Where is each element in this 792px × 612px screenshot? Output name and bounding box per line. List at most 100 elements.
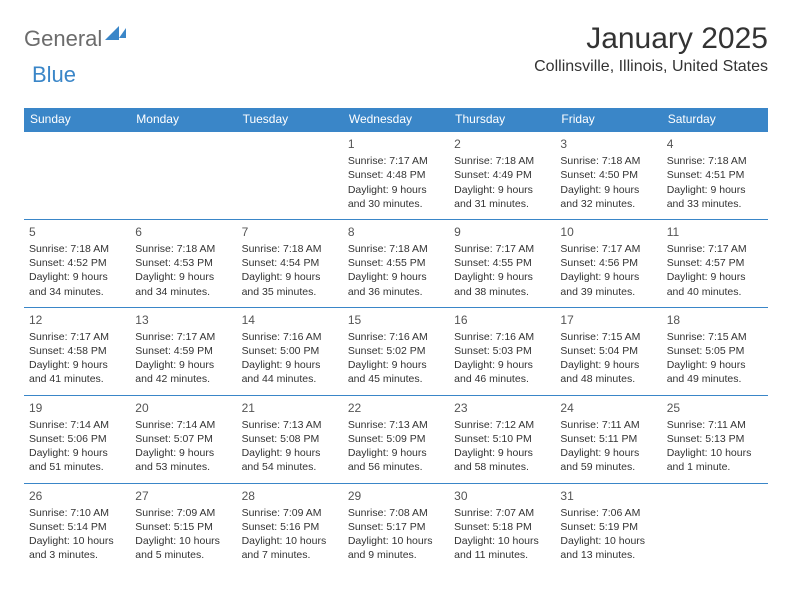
weekday-label: Wednesday bbox=[343, 108, 449, 131]
daylight-text: Daylight: 9 hours and 45 minutes. bbox=[348, 358, 444, 386]
sunset-text: Sunset: 5:09 PM bbox=[348, 432, 444, 446]
sunset-text: Sunset: 5:00 PM bbox=[242, 344, 338, 358]
day-number: 7 bbox=[242, 224, 338, 240]
sunrise-text: Sunrise: 7:13 AM bbox=[242, 418, 338, 432]
sunset-text: Sunset: 5:06 PM bbox=[29, 432, 125, 446]
day-cell: 29Sunrise: 7:08 AMSunset: 5:17 PMDayligh… bbox=[343, 483, 449, 571]
sunset-text: Sunset: 4:59 PM bbox=[135, 344, 231, 358]
day-number: 19 bbox=[29, 400, 125, 416]
sunrise-text: Sunrise: 7:15 AM bbox=[560, 330, 656, 344]
day-number: 5 bbox=[29, 224, 125, 240]
day-number: 21 bbox=[242, 400, 338, 416]
sunrise-text: Sunrise: 7:12 AM bbox=[454, 418, 550, 432]
day-cell: 2Sunrise: 7:18 AMSunset: 4:49 PMDaylight… bbox=[449, 131, 555, 219]
day-number: 11 bbox=[667, 224, 763, 240]
sunrise-text: Sunrise: 7:14 AM bbox=[29, 418, 125, 432]
sunrise-text: Sunrise: 7:17 AM bbox=[454, 242, 550, 256]
day-cell: 31Sunrise: 7:06 AMSunset: 5:19 PMDayligh… bbox=[555, 483, 661, 571]
day-number: 8 bbox=[348, 224, 444, 240]
day-cell: 6Sunrise: 7:18 AMSunset: 4:53 PMDaylight… bbox=[130, 219, 236, 307]
day-number: 20 bbox=[135, 400, 231, 416]
sunset-text: Sunset: 4:52 PM bbox=[29, 256, 125, 270]
day-cell: 13Sunrise: 7:17 AMSunset: 4:59 PMDayligh… bbox=[130, 307, 236, 395]
logo-triangle-small-icon bbox=[119, 28, 126, 38]
daylight-text: Daylight: 9 hours and 33 minutes. bbox=[667, 183, 763, 211]
daylight-text: Daylight: 10 hours and 11 minutes. bbox=[454, 534, 550, 562]
day-number: 28 bbox=[242, 488, 338, 504]
sunrise-text: Sunrise: 7:17 AM bbox=[135, 330, 231, 344]
sunrise-text: Sunrise: 7:13 AM bbox=[348, 418, 444, 432]
sunset-text: Sunset: 4:48 PM bbox=[348, 168, 444, 182]
sunset-text: Sunset: 5:18 PM bbox=[454, 520, 550, 534]
sunrise-text: Sunrise: 7:08 AM bbox=[348, 506, 444, 520]
day-cell: 25Sunrise: 7:11 AMSunset: 5:13 PMDayligh… bbox=[662, 395, 768, 483]
day-cell: 12Sunrise: 7:17 AMSunset: 4:58 PMDayligh… bbox=[24, 307, 130, 395]
sunrise-text: Sunrise: 7:17 AM bbox=[29, 330, 125, 344]
logo-text-blue: Blue bbox=[32, 62, 76, 87]
daylight-text: Daylight: 9 hours and 42 minutes. bbox=[135, 358, 231, 386]
day-number: 18 bbox=[667, 312, 763, 328]
day-cell: 20Sunrise: 7:14 AMSunset: 5:07 PMDayligh… bbox=[130, 395, 236, 483]
day-cell: 23Sunrise: 7:12 AMSunset: 5:10 PMDayligh… bbox=[449, 395, 555, 483]
day-cell: 1Sunrise: 7:17 AMSunset: 4:48 PMDaylight… bbox=[343, 131, 449, 219]
day-number: 23 bbox=[454, 400, 550, 416]
daylight-text: Daylight: 10 hours and 7 minutes. bbox=[242, 534, 338, 562]
sunset-text: Sunset: 4:55 PM bbox=[348, 256, 444, 270]
sunset-text: Sunset: 5:03 PM bbox=[454, 344, 550, 358]
day-number: 24 bbox=[560, 400, 656, 416]
sunrise-text: Sunrise: 7:14 AM bbox=[135, 418, 231, 432]
sunset-text: Sunset: 5:11 PM bbox=[560, 432, 656, 446]
daylight-text: Daylight: 9 hours and 35 minutes. bbox=[242, 270, 338, 298]
day-cell: 27Sunrise: 7:09 AMSunset: 5:15 PMDayligh… bbox=[130, 483, 236, 571]
day-number: 29 bbox=[348, 488, 444, 504]
daylight-text: Daylight: 9 hours and 34 minutes. bbox=[135, 270, 231, 298]
daylight-text: Daylight: 9 hours and 41 minutes. bbox=[29, 358, 125, 386]
day-number: 25 bbox=[667, 400, 763, 416]
day-cell: 28Sunrise: 7:09 AMSunset: 5:16 PMDayligh… bbox=[237, 483, 343, 571]
day-number: 17 bbox=[560, 312, 656, 328]
weekday-label: Tuesday bbox=[237, 108, 343, 131]
sunset-text: Sunset: 4:51 PM bbox=[667, 168, 763, 182]
calendar-grid: 1Sunrise: 7:17 AMSunset: 4:48 PMDaylight… bbox=[24, 131, 768, 570]
daylight-text: Daylight: 9 hours and 34 minutes. bbox=[29, 270, 125, 298]
day-number: 14 bbox=[242, 312, 338, 328]
sunset-text: Sunset: 4:54 PM bbox=[242, 256, 338, 270]
sunrise-text: Sunrise: 7:17 AM bbox=[348, 154, 444, 168]
sunset-text: Sunset: 5:15 PM bbox=[135, 520, 231, 534]
day-cell: 15Sunrise: 7:16 AMSunset: 5:02 PMDayligh… bbox=[343, 307, 449, 395]
daylight-text: Daylight: 9 hours and 36 minutes. bbox=[348, 270, 444, 298]
sunrise-text: Sunrise: 7:18 AM bbox=[560, 154, 656, 168]
day-cell: 3Sunrise: 7:18 AMSunset: 4:50 PMDaylight… bbox=[555, 131, 661, 219]
day-cell: 10Sunrise: 7:17 AMSunset: 4:56 PMDayligh… bbox=[555, 219, 661, 307]
day-number: 6 bbox=[135, 224, 231, 240]
sunrise-text: Sunrise: 7:15 AM bbox=[667, 330, 763, 344]
sunset-text: Sunset: 4:56 PM bbox=[560, 256, 656, 270]
day-number: 3 bbox=[560, 136, 656, 152]
sunrise-text: Sunrise: 7:16 AM bbox=[454, 330, 550, 344]
day-number: 10 bbox=[560, 224, 656, 240]
weekday-label: Saturday bbox=[662, 108, 768, 131]
sunrise-text: Sunrise: 7:09 AM bbox=[135, 506, 231, 520]
day-cell: 7Sunrise: 7:18 AMSunset: 4:54 PMDaylight… bbox=[237, 219, 343, 307]
day-cell: 4Sunrise: 7:18 AMSunset: 4:51 PMDaylight… bbox=[662, 131, 768, 219]
day-number: 15 bbox=[348, 312, 444, 328]
sunrise-text: Sunrise: 7:09 AM bbox=[242, 506, 338, 520]
sunrise-text: Sunrise: 7:11 AM bbox=[560, 418, 656, 432]
day-number: 16 bbox=[454, 312, 550, 328]
day-number: 22 bbox=[348, 400, 444, 416]
weekday-label: Monday bbox=[130, 108, 236, 131]
daylight-text: Daylight: 9 hours and 39 minutes. bbox=[560, 270, 656, 298]
calendar-page: General January 2025 Collinsville, Illin… bbox=[0, 0, 792, 570]
day-cell: 5Sunrise: 7:18 AMSunset: 4:52 PMDaylight… bbox=[24, 219, 130, 307]
sunset-text: Sunset: 5:07 PM bbox=[135, 432, 231, 446]
day-number: 27 bbox=[135, 488, 231, 504]
empty-cell bbox=[237, 131, 343, 219]
sunset-text: Sunset: 5:10 PM bbox=[454, 432, 550, 446]
weekday-label: Sunday bbox=[24, 108, 130, 131]
day-cell: 17Sunrise: 7:15 AMSunset: 5:04 PMDayligh… bbox=[555, 307, 661, 395]
sunrise-text: Sunrise: 7:16 AM bbox=[348, 330, 444, 344]
day-cell: 30Sunrise: 7:07 AMSunset: 5:18 PMDayligh… bbox=[449, 483, 555, 571]
day-cell: 18Sunrise: 7:15 AMSunset: 5:05 PMDayligh… bbox=[662, 307, 768, 395]
daylight-text: Daylight: 9 hours and 56 minutes. bbox=[348, 446, 444, 474]
day-number: 1 bbox=[348, 136, 444, 152]
